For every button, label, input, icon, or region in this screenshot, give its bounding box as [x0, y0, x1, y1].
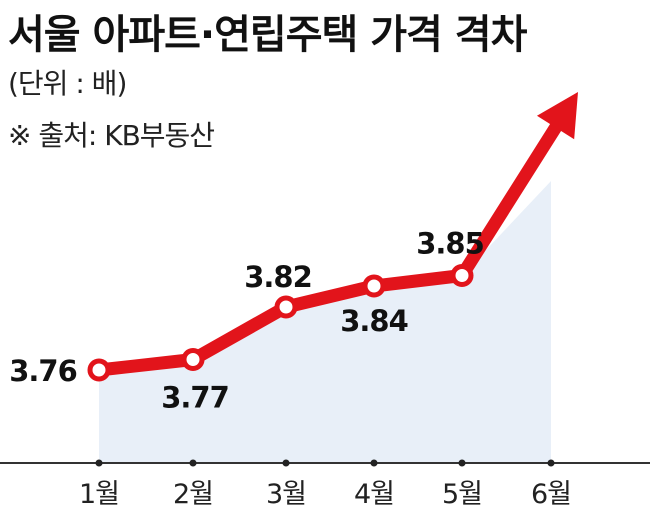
x-tick-mark — [189, 459, 197, 467]
series-line — [92, 117, 565, 377]
x-tick-label: 1월 — [79, 479, 119, 510]
source-label: ※ 출처: KB부동산 — [8, 119, 215, 152]
x-tick-label: 2월 — [173, 479, 213, 510]
data-label-1: 3.76 — [9, 354, 77, 388]
trend-arrowhead — [536, 92, 578, 140]
x-tick-label: 3월 — [266, 479, 306, 510]
data-point-1 — [87, 358, 111, 382]
x-tick-mark — [458, 459, 466, 467]
data-label-3: 3.82 — [244, 260, 312, 294]
x-tick-label: 4월 — [354, 479, 394, 510]
data-point-5 — [450, 264, 474, 287]
x-tick-label: 5월 — [442, 479, 482, 510]
area-fill — [99, 181, 551, 463]
x-tick-label: 6월 — [531, 479, 571, 510]
data-label-5: 3.85 — [416, 227, 484, 261]
data-label-4: 3.84 — [340, 304, 408, 338]
x-tick-mark — [370, 459, 378, 467]
x-tick-mark — [95, 459, 103, 467]
chart-title: 서울 아파트·연립주택 가격 격차 — [8, 12, 527, 58]
data-point-4 — [362, 274, 386, 298]
x-tick-mark — [282, 459, 290, 467]
data-label-2: 3.77 — [161, 381, 229, 415]
data-point-2 — [181, 348, 205, 371]
x-tick-mark — [547, 459, 555, 467]
unit-label: (단위 : 배) — [8, 67, 127, 100]
data-point-3 — [274, 295, 298, 319]
